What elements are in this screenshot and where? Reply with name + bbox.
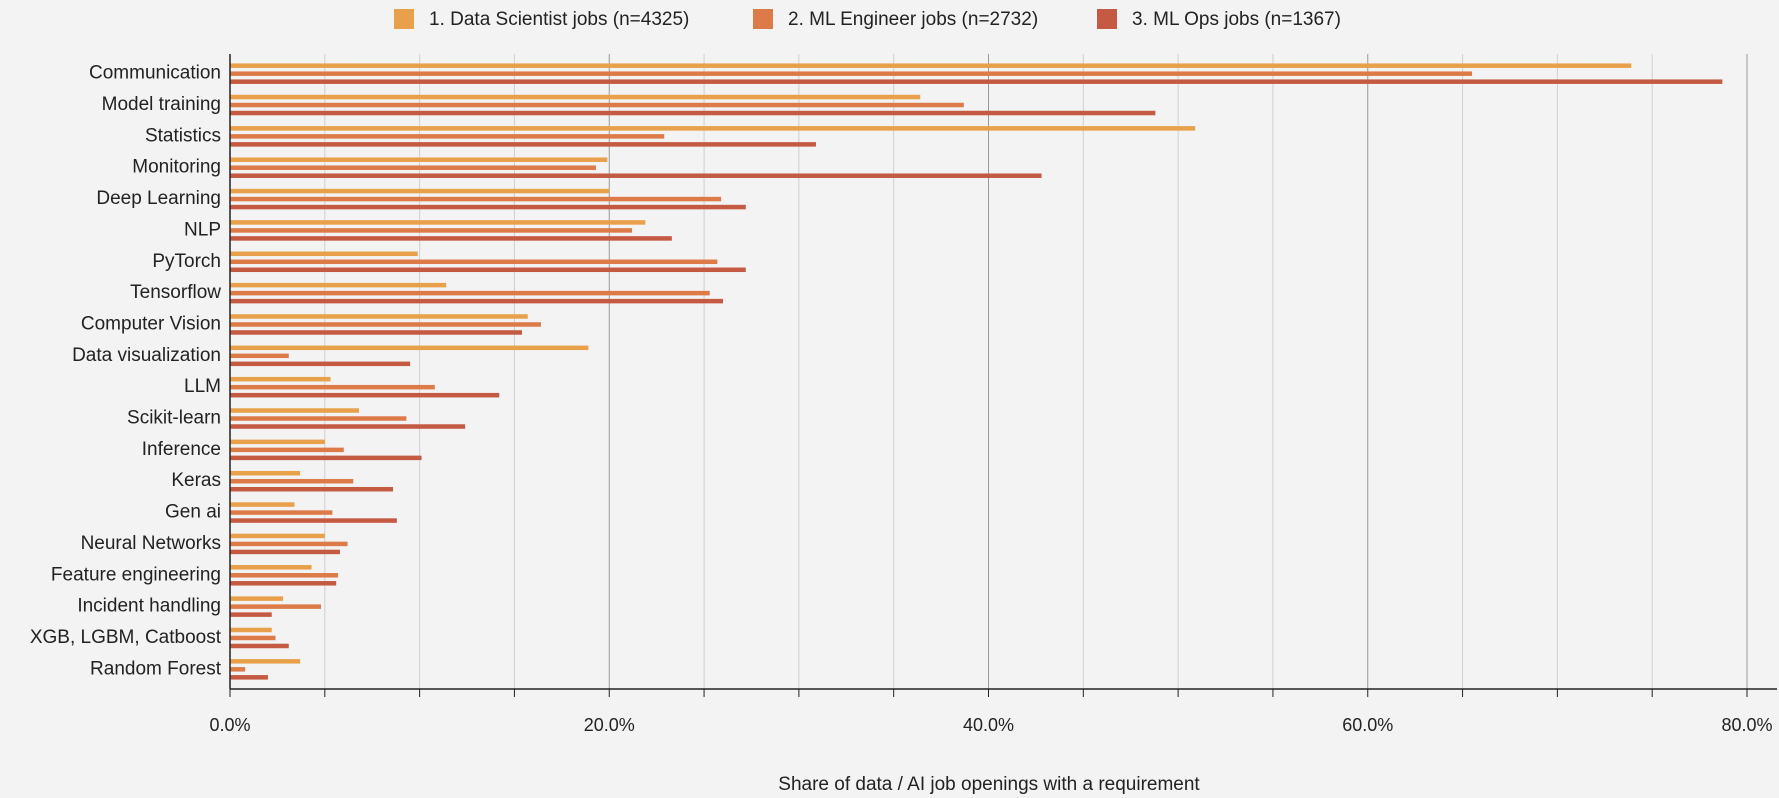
y-tick-label: Neural Networks — [81, 533, 221, 554]
bar — [230, 228, 633, 233]
bar — [230, 581, 337, 586]
bar — [230, 612, 272, 617]
y-tick-label: Monitoring — [132, 157, 221, 178]
bar — [230, 165, 596, 170]
x-axis-title: Share of data / AI job openings with a r… — [778, 774, 1200, 795]
y-tick-label: Incident handling — [77, 596, 221, 617]
bar — [230, 188, 610, 194]
bar — [230, 635, 276, 641]
bar — [230, 667, 246, 672]
legend-swatch — [394, 9, 414, 29]
y-tick-label: Statistics — [145, 125, 221, 146]
legend-label: 2. ML Engineer jobs (n=2732) — [788, 9, 1038, 30]
bar — [230, 282, 447, 288]
y-tick-label: Scikit-learn — [127, 408, 221, 429]
bar — [230, 236, 672, 241]
bar — [230, 376, 331, 382]
bar — [230, 102, 964, 108]
bar — [230, 416, 407, 421]
bar — [230, 659, 301, 664]
bar — [230, 110, 1156, 116]
bar — [230, 486, 394, 492]
bar — [230, 392, 500, 398]
bar — [230, 470, 301, 476]
y-tick-label: Tensorflow — [130, 282, 221, 303]
bar — [230, 267, 746, 273]
bar — [230, 361, 411, 367]
y-tick-label: Random Forest — [90, 658, 222, 679]
bar — [230, 604, 322, 609]
y-tick-label: Gen ai — [165, 502, 221, 523]
bar — [230, 94, 921, 100]
bar — [230, 541, 348, 547]
y-tick-label: Communication — [89, 63, 221, 84]
bar — [230, 204, 746, 210]
legend-label: 1. Data Scientist jobs (n=4325) — [429, 9, 689, 30]
bar — [230, 290, 710, 296]
y-tick-label: Data visualization — [72, 345, 221, 366]
bar — [230, 126, 1196, 131]
bar — [230, 643, 289, 649]
y-tick-label: Keras — [171, 470, 221, 491]
bar — [230, 345, 589, 351]
bar — [230, 298, 724, 304]
bar — [230, 142, 816, 147]
bar — [230, 71, 1473, 76]
bar — [230, 259, 718, 265]
bar — [230, 330, 523, 335]
bar — [230, 533, 325, 539]
bar — [230, 549, 340, 555]
bar — [230, 424, 466, 429]
y-tick-label: Model training — [102, 94, 221, 115]
bar — [230, 134, 665, 139]
y-tick-label: XGB, LGBM, Catboost — [30, 627, 222, 648]
bar — [230, 314, 528, 319]
bar — [230, 79, 1723, 84]
x-tick-label: 80.0% — [1721, 715, 1772, 735]
y-tick-label: NLP — [184, 219, 221, 240]
bar — [230, 408, 359, 413]
y-tick-label: Computer Vision — [81, 313, 221, 334]
bar — [230, 439, 325, 445]
legend-swatch — [1097, 9, 1117, 29]
y-tick-label: LLM — [184, 376, 221, 397]
x-tick-label: 20.0% — [584, 715, 635, 735]
bar — [230, 478, 354, 484]
x-tick-label: 0.0% — [209, 715, 250, 735]
bar — [230, 675, 268, 680]
bar — [230, 510, 333, 515]
bar — [230, 596, 284, 601]
bar — [230, 63, 1632, 68]
y-tick-label: Feature engineering — [51, 564, 221, 585]
bar — [230, 384, 435, 390]
bar — [230, 518, 397, 523]
x-tick-label: 40.0% — [963, 715, 1014, 735]
y-tick-label: Inference — [142, 439, 221, 460]
y-tick-label: PyTorch — [152, 251, 221, 272]
bar — [230, 220, 646, 225]
bar — [230, 565, 312, 570]
bar — [230, 173, 1042, 178]
bar — [230, 322, 541, 327]
bar — [230, 251, 418, 257]
x-tick-label: 60.0% — [1342, 715, 1393, 735]
bar — [230, 627, 272, 633]
bar — [230, 455, 422, 461]
bar — [230, 196, 722, 202]
bar — [230, 353, 289, 359]
y-tick-label: Deep Learning — [96, 188, 221, 209]
bar — [230, 157, 608, 162]
bar — [230, 573, 339, 578]
legend-label: 3. ML Ops jobs (n=1367) — [1132, 9, 1341, 30]
bar — [230, 447, 344, 453]
bar — [230, 502, 295, 507]
legend-swatch — [753, 9, 773, 29]
